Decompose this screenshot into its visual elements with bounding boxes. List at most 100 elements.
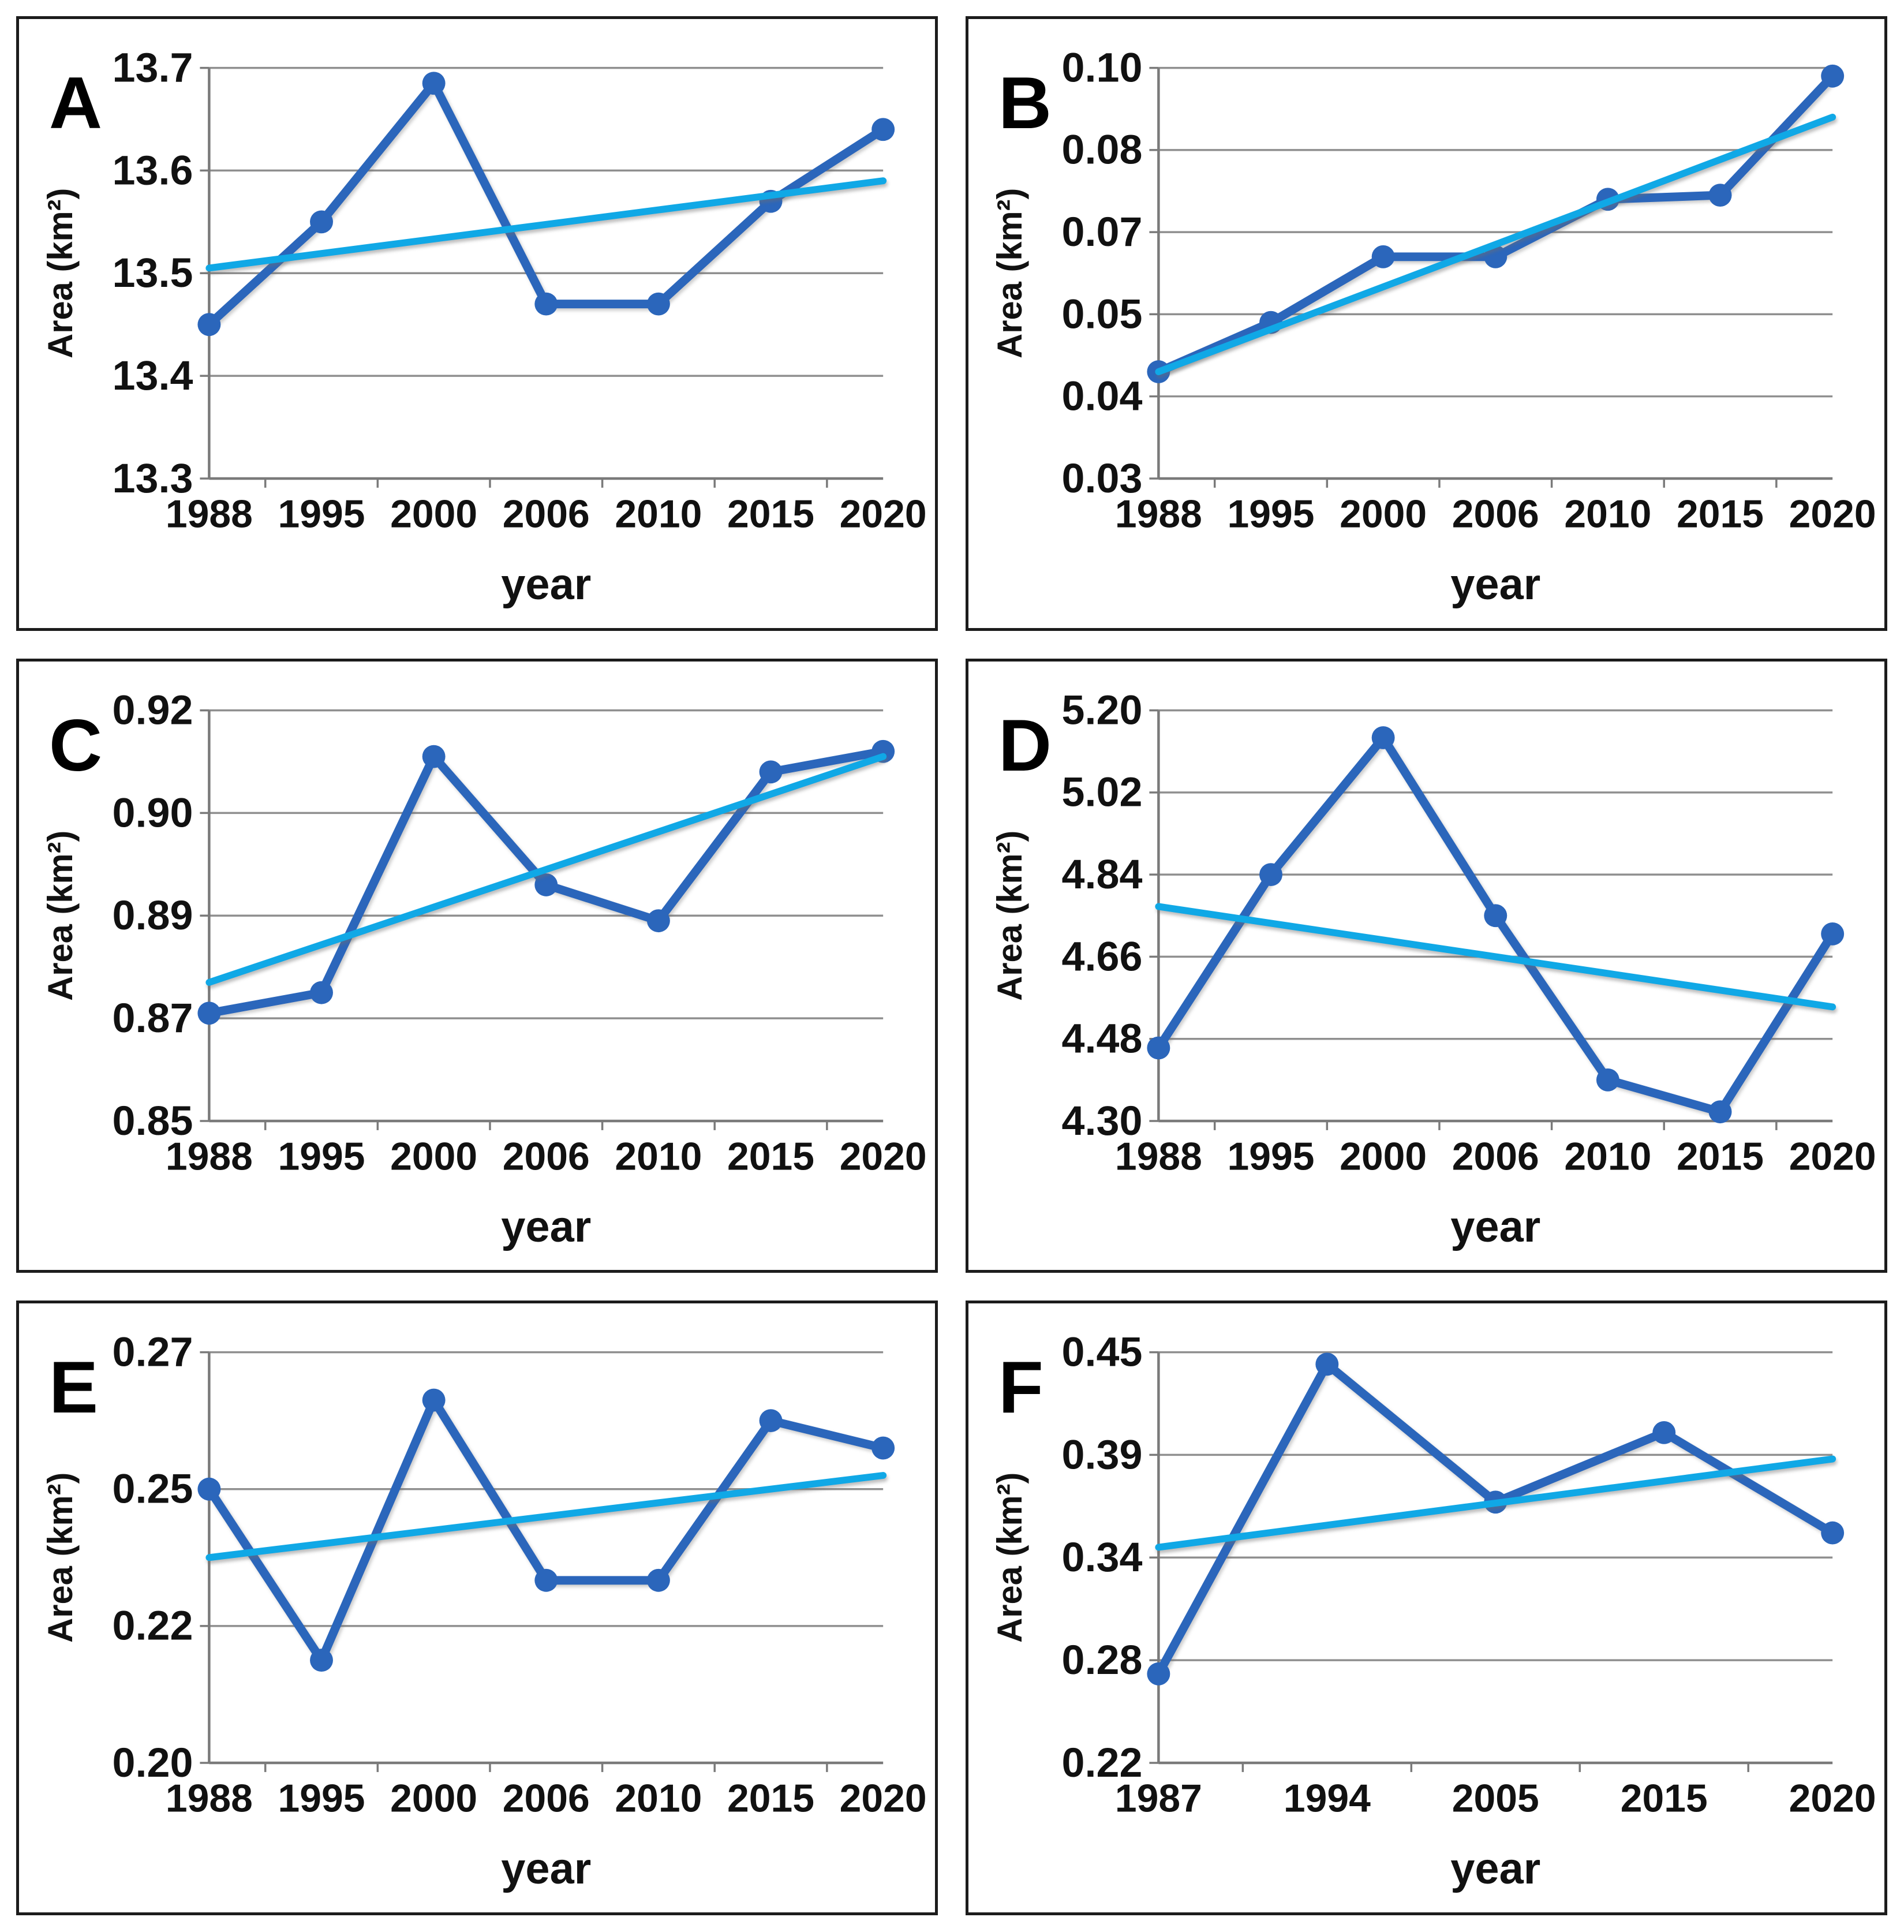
chart-F: 0.22 0.28 0.34 0.39 0.45 1987 1994 2005 2015 2020… (990, 1329, 1876, 1893)
panel-C: 0.85 0.87 0.89 0.90 0.92 1988 1995 2000 2006 2010… (16, 658, 938, 1273)
data-point-marker (871, 1436, 895, 1460)
y-tick-label: 13.5 (113, 250, 193, 296)
data-point-marker (534, 292, 558, 316)
y-tick-label: 0.87 (113, 995, 193, 1041)
x-tick-label: 1995 (1228, 493, 1315, 536)
data-point-marker (646, 909, 670, 932)
data-point-marker (310, 981, 333, 1004)
y-tick-label: 4.66 (1062, 933, 1143, 980)
x-tick-label: 1988 (1115, 493, 1202, 536)
data-point-marker (422, 745, 446, 768)
x-tick-label: 2006 (503, 1777, 590, 1821)
area-series-line (1154, 72, 1837, 376)
trend-line (1155, 903, 1836, 1010)
x-tick-label: 1987 (1115, 1777, 1202, 1821)
panel-letter: D (998, 705, 1052, 787)
x-tick-label: 1995 (278, 493, 365, 536)
data-point-marker (1821, 922, 1845, 946)
chart-D: 4.30 4.48 4.66 4.84 5.02 5.20 1988 1995 2000 2006… (990, 687, 1876, 1251)
y-tick-label: 0.05 (1062, 291, 1143, 337)
x-tick-label: 2000 (390, 493, 477, 536)
y-axis-title: Area (km²) (41, 188, 80, 358)
data-point-marker (1484, 245, 1508, 268)
y-tick-label: 13.7 (113, 45, 193, 91)
y-tick-label: 0.03 (1062, 455, 1143, 502)
y-tick-label: 0.10 (1062, 45, 1143, 91)
panel-E: 0.20 0.22 0.25 0.27 1988 1995 2000 2006 2010 2015… (16, 1301, 938, 1915)
data-point-marker (1484, 904, 1508, 927)
x-tick-label: 2015 (1677, 493, 1764, 536)
y-tick-label: 0.27 (113, 1329, 193, 1376)
y-tick-label: 0.22 (113, 1603, 193, 1649)
panel-D: 4.30 4.48 4.66 4.84 5.02 5.20 1988 1995 2000 2006… (966, 658, 1887, 1273)
panel-letter: A (49, 62, 102, 144)
data-point-marker (646, 1569, 670, 1593)
x-tick-label: 2010 (1564, 1135, 1651, 1178)
chart-C: 0.85 0.87 0.89 0.90 0.92 1988 1995 2000 2006 2010… (41, 687, 927, 1251)
data-point-marker (534, 873, 558, 896)
y-tick-label: 13.6 (113, 147, 193, 193)
area-series-line (204, 1396, 888, 1665)
y-tick-label: 13.3 (113, 455, 193, 502)
x-axis-title: year (501, 1844, 591, 1893)
figure-grid: 13.3 13.4 13.5 13.6 13.7 1988 1995 2000 2006 2010… (16, 16, 1887, 1915)
x-tick-label: 1995 (278, 1777, 365, 1821)
x-tick-label: 1988 (166, 493, 253, 536)
area-series-line (204, 79, 888, 329)
x-tick-label: 2006 (503, 493, 590, 536)
x-axis-title: year (1450, 560, 1540, 609)
y-tick-label: 0.90 (113, 790, 193, 836)
x-tick-label: 2000 (390, 1777, 477, 1821)
y-tick-label: 0.34 (1062, 1535, 1143, 1581)
chart-E: 0.20 0.22 0.25 0.27 1988 1995 2000 2006 2010 2015… (41, 1329, 927, 1893)
y-tick-label: 0.22 (1062, 1740, 1143, 1786)
data-point-marker (197, 1001, 221, 1025)
data-point-marker (310, 1649, 333, 1672)
x-tick-label: 2015 (727, 1135, 814, 1178)
panel-letter: F (998, 1347, 1043, 1429)
data-point-marker (1708, 1100, 1732, 1123)
x-tick-label: 2020 (840, 493, 927, 536)
area-series (197, 739, 895, 1025)
y-tick-label: 0.08 (1062, 127, 1143, 173)
data-point-marker (1371, 245, 1395, 268)
data-point-marker (871, 118, 895, 141)
x-tick-label: 1988 (166, 1777, 253, 1821)
y-tick-label: 4.48 (1062, 1015, 1143, 1062)
x-axis-title: year (1450, 1202, 1540, 1251)
y-tick-label: 5.20 (1062, 687, 1143, 733)
x-tick-label: 1988 (1115, 1135, 1202, 1178)
data-point-marker (422, 1388, 446, 1412)
y-tick-label: 0.45 (1062, 1329, 1143, 1376)
data-point-marker (1708, 184, 1732, 207)
x-tick-label: 2015 (727, 1777, 814, 1821)
y-tick-label: 0.20 (113, 1740, 193, 1786)
panel-letter: B (998, 62, 1052, 144)
x-tick-label: 2006 (1452, 493, 1539, 536)
data-point-marker (534, 1569, 558, 1593)
x-tick-label: 1994 (1284, 1777, 1371, 1821)
area-series (197, 1388, 895, 1672)
y-tick-label: 0.04 (1062, 373, 1143, 420)
y-axis-title: Area (km²) (990, 830, 1029, 1000)
data-point-marker (1821, 1522, 1845, 1545)
chart-B: 0.03 0.04 0.05 0.07 0.08 0.10 1988 1995 2000 2006… (990, 45, 1876, 609)
y-axis-title: Area (km²) (990, 1473, 1029, 1643)
x-tick-label: 2015 (727, 493, 814, 536)
y-tick-label: 4.30 (1062, 1098, 1143, 1144)
data-point-marker (1821, 64, 1845, 88)
data-point-marker (422, 72, 446, 95)
data-point-marker (1371, 726, 1395, 749)
x-tick-label: 2000 (1340, 493, 1427, 536)
y-tick-label: 0.85 (113, 1098, 193, 1144)
trend-line (1155, 113, 1836, 375)
x-tick-label: 2015 (1677, 1135, 1764, 1178)
panel-B: 0.03 0.04 0.05 0.07 0.08 0.10 1988 1995 2000 2006… (966, 16, 1887, 631)
data-point-marker (197, 313, 221, 337)
y-tick-label: 0.25 (113, 1466, 193, 1512)
x-tick-label: 2000 (1340, 1135, 1427, 1178)
x-axis-title: year (501, 1202, 591, 1251)
panel-A: 13.3 13.4 13.5 13.6 13.7 1988 1995 2000 2006 2010… (16, 16, 938, 631)
x-axis-title: year (501, 560, 591, 609)
data-point-marker (759, 760, 783, 783)
